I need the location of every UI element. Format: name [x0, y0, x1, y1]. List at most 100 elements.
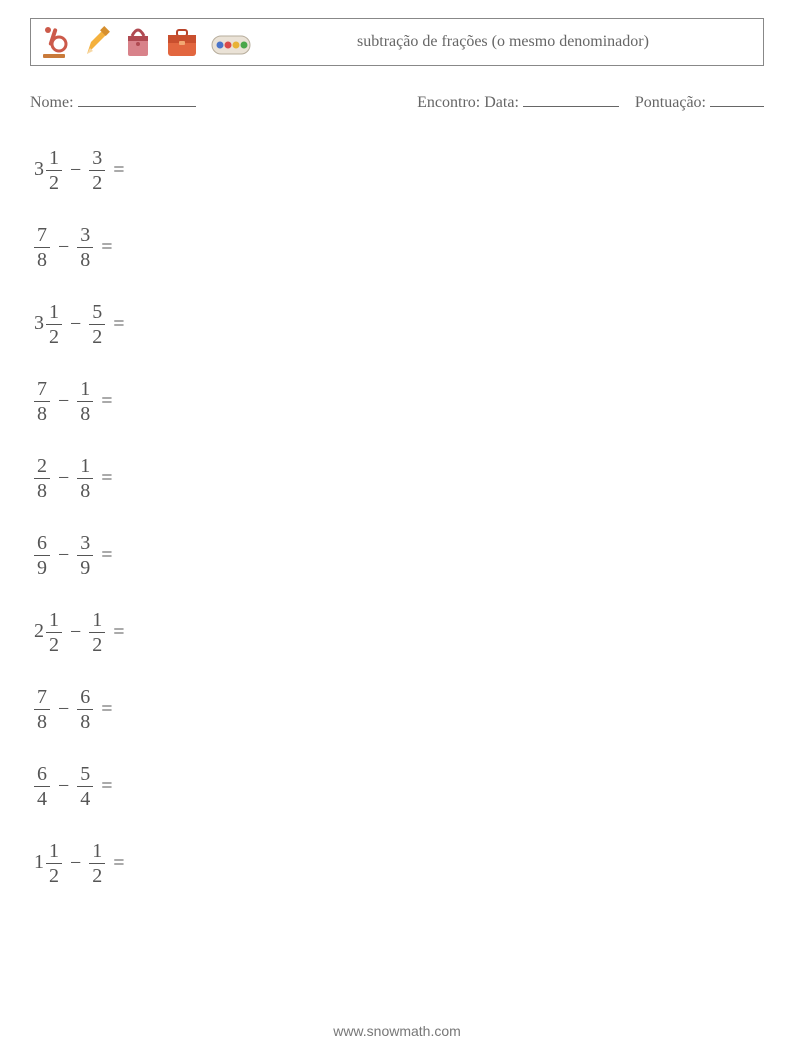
whole-number: 3 — [34, 312, 44, 334]
problem-list: 312−32=78−38=312−52=78−18=28−18=69−39=21… — [34, 148, 764, 886]
equals-sign: = — [113, 159, 124, 182]
denominator: 8 — [34, 712, 50, 732]
score-label: Pontuação: — [635, 94, 706, 111]
numerator: 2 — [34, 456, 50, 476]
pencil-icon — [81, 24, 111, 60]
fraction: 12 — [46, 610, 62, 655]
denominator: 2 — [89, 866, 105, 886]
fraction: 39 — [77, 533, 93, 578]
minus-operator: − — [58, 698, 69, 721]
score-blank[interactable] — [710, 90, 764, 107]
problem-row: 312−32= — [34, 148, 764, 193]
denominator: 8 — [34, 250, 50, 270]
fraction: 12 — [89, 841, 105, 886]
numerator: 3 — [77, 533, 93, 553]
microscope-icon — [39, 24, 69, 60]
fraction-bar — [34, 786, 50, 787]
denominator: 8 — [77, 712, 93, 732]
denominator: 9 — [34, 558, 50, 578]
equals-sign: = — [113, 313, 124, 336]
fraction: 64 — [34, 764, 50, 809]
fraction-bar — [34, 709, 50, 710]
fraction-bar — [77, 401, 93, 402]
problem-row: 212−12= — [34, 610, 764, 655]
equals-sign: = — [101, 698, 112, 721]
fraction-bar — [77, 478, 93, 479]
minus-operator: − — [70, 159, 81, 182]
numerator: 6 — [34, 764, 50, 784]
minus-operator: − — [58, 467, 69, 490]
denominator: 2 — [46, 173, 62, 193]
numerator: 1 — [46, 302, 62, 322]
equals-sign: = — [113, 852, 124, 875]
minus-operator: − — [70, 621, 81, 644]
fraction: 12 — [89, 610, 105, 655]
minus-operator: − — [58, 236, 69, 259]
info-row: Nome: Encontro: Data: Pontuação: — [30, 90, 764, 112]
fraction: 78 — [34, 379, 50, 424]
denominator: 8 — [77, 250, 93, 270]
fraction-bar — [34, 401, 50, 402]
numerator: 7 — [34, 687, 50, 707]
fraction-bar — [89, 170, 105, 171]
numerator: 1 — [77, 379, 93, 399]
problem-row: 112−12= — [34, 841, 764, 886]
fraction: 54 — [77, 764, 93, 809]
equals-sign: = — [101, 236, 112, 259]
footer-url: www.snowmath.com — [0, 1023, 794, 1039]
whole-number: 1 — [34, 851, 44, 873]
denominator: 8 — [34, 481, 50, 501]
numerator: 3 — [77, 225, 93, 245]
date-blank[interactable] — [523, 90, 619, 107]
worksheet-page: subtração de frações (o mesmo denominado… — [0, 0, 794, 1053]
fraction: 32 — [89, 148, 105, 193]
fraction: 78 — [34, 687, 50, 732]
worksheet-title: subtração de frações (o mesmo denominado… — [251, 32, 755, 52]
equals-sign: = — [101, 775, 112, 798]
fraction-bar — [77, 786, 93, 787]
numerator: 7 — [34, 225, 50, 245]
info-right: Encontro: Data: Pontuação: — [417, 90, 764, 112]
denominator: 4 — [34, 789, 50, 809]
numerator: 5 — [77, 764, 93, 784]
denominator: 2 — [89, 173, 105, 193]
fraction: 68 — [77, 687, 93, 732]
denominator: 2 — [46, 327, 62, 347]
problem-row: 78−68= — [34, 687, 764, 732]
fraction: 12 — [46, 841, 62, 886]
fraction-bar — [77, 709, 93, 710]
minus-operator: − — [70, 313, 81, 336]
problem-row: 64−54= — [34, 764, 764, 809]
fraction-bar — [46, 863, 62, 864]
name-label: Nome: — [30, 94, 74, 111]
fraction: 12 — [46, 302, 62, 347]
palette-icon — [211, 30, 251, 60]
fraction-bar — [89, 324, 105, 325]
numerator: 5 — [89, 302, 105, 322]
whole-number: 2 — [34, 620, 44, 642]
date-field: Encontro: Data: — [417, 90, 619, 112]
numerator: 1 — [89, 841, 105, 861]
name-blank[interactable] — [78, 90, 196, 107]
equals-sign: = — [101, 544, 112, 567]
minus-operator: − — [58, 544, 69, 567]
numerator: 1 — [77, 456, 93, 476]
briefcase-icon — [165, 24, 199, 60]
problem-row: 78−18= — [34, 379, 764, 424]
score-field: Pontuação: — [635, 90, 764, 112]
fraction: 18 — [77, 456, 93, 501]
equals-sign: = — [101, 467, 112, 490]
fraction-bar — [77, 555, 93, 556]
fraction-bar — [89, 632, 105, 633]
denominator: 9 — [77, 558, 93, 578]
fraction: 12 — [46, 148, 62, 193]
minus-operator: − — [58, 390, 69, 413]
fraction-bar — [89, 863, 105, 864]
denominator: 8 — [34, 404, 50, 424]
minus-operator: − — [70, 852, 81, 875]
fraction-bar — [46, 324, 62, 325]
problem-row: 7 8−3 8 = — [34, 225, 764, 270]
minus-operator: − — [58, 775, 69, 798]
bag-icon — [123, 24, 153, 60]
fraction: 52 — [89, 302, 105, 347]
